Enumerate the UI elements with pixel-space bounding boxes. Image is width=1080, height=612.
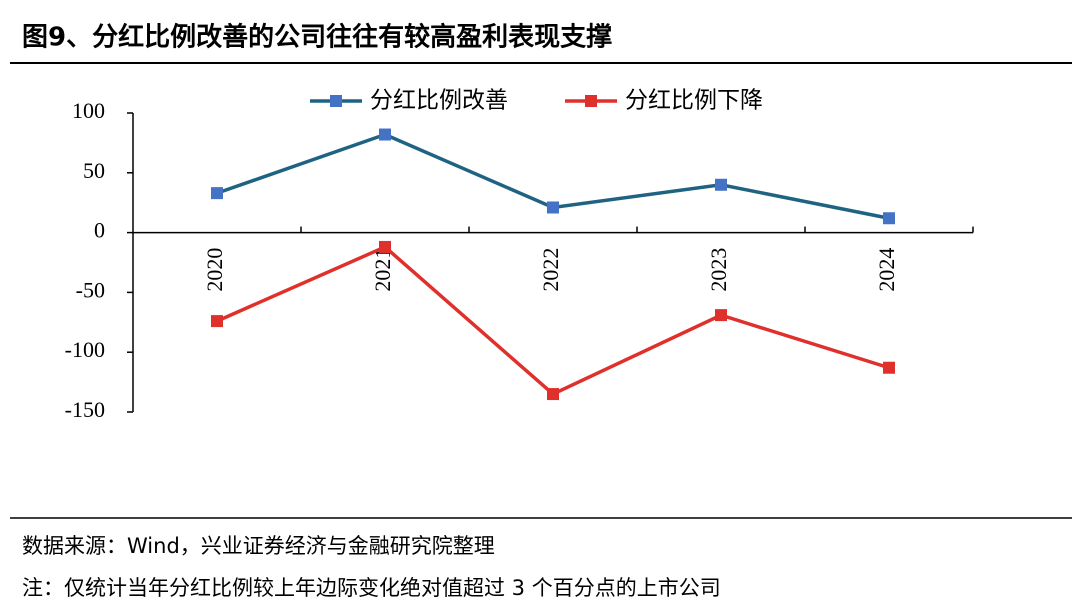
point-marker	[379, 128, 391, 141]
y-tick-label: 0	[94, 218, 105, 243]
legend-marker	[330, 95, 342, 107]
legend-marker	[585, 95, 597, 107]
x-tick-label: 2020	[202, 248, 227, 292]
y-tick-label: -150	[65, 397, 105, 422]
point-marker	[547, 388, 559, 401]
y-tick-label: 100	[72, 98, 105, 123]
legend-label: 分红比例下降	[625, 88, 763, 114]
y-tick-label: 50	[83, 158, 105, 183]
point-marker	[379, 240, 391, 253]
x-tick-label: 2024	[874, 248, 899, 292]
x-tick-label: 2021	[370, 248, 395, 292]
footnote: 注：仅统计当年分红比例较上年边际变化绝对值超过 3 个百分点的上市公司	[22, 576, 721, 600]
point-marker	[883, 361, 895, 374]
x-tick-label: 2023	[706, 248, 731, 292]
point-marker	[547, 201, 559, 214]
point-marker	[715, 309, 727, 322]
source-note: 数据来源：Wind，兴业证券经济与金融研究院整理	[22, 534, 495, 558]
legend-label: 分红比例改善	[370, 88, 508, 114]
point-marker	[715, 178, 727, 191]
point-marker	[211, 315, 223, 328]
y-tick-label: -50	[76, 277, 105, 302]
point-marker	[211, 187, 223, 200]
point-marker	[883, 212, 895, 225]
y-tick-label: -100	[65, 337, 105, 362]
x-tick-label: 2022	[538, 248, 563, 292]
chart-title: 图9、分红比例改善的公司往往有较高盈利表现支撑	[22, 22, 612, 53]
